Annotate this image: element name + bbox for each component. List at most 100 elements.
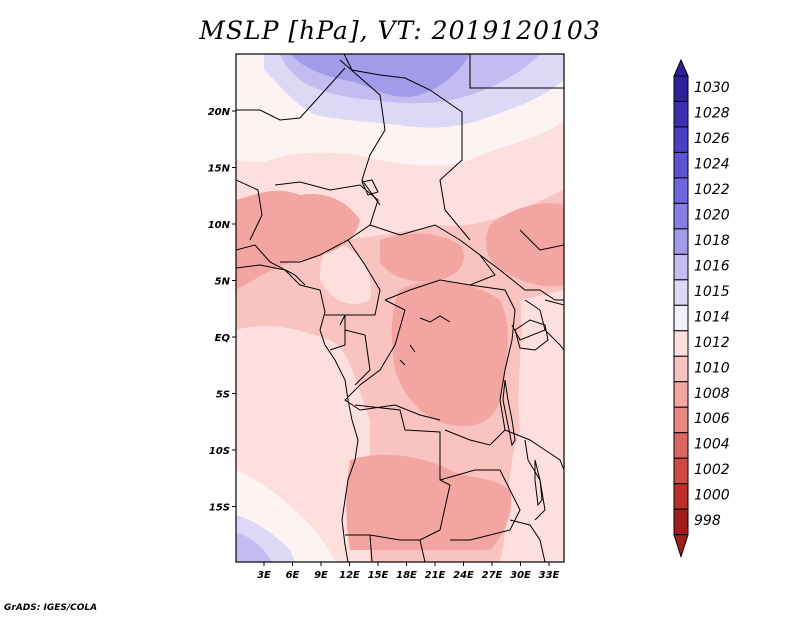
colorbar-label: 1030 bbox=[694, 80, 730, 96]
colorbar-label: 1002 bbox=[694, 462, 730, 478]
colorbar-top-arrow bbox=[673, 58, 689, 77]
colorbar-label: 1018 bbox=[694, 233, 730, 249]
lon-tick-label: 6E bbox=[286, 570, 300, 581]
contour-1008-south bbox=[346, 454, 512, 550]
colorbar-label: 1000 bbox=[694, 488, 730, 504]
border-namibia bbox=[369, 534, 426, 562]
border-niger-chad bbox=[339, 59, 386, 206]
colorbar-segment bbox=[673, 483, 689, 510]
border-zambia bbox=[439, 469, 521, 541]
lat-tick-label: 15N bbox=[208, 164, 231, 175]
colorbar-label: 1028 bbox=[694, 105, 730, 121]
congo-river bbox=[399, 315, 451, 366]
colorbar-label: 1014 bbox=[694, 309, 730, 325]
contour-1008-congo bbox=[391, 281, 508, 427]
colorbar-label: 1010 bbox=[694, 360, 730, 376]
colorbar-bottom-arrow bbox=[673, 534, 689, 559]
border-libya-chad bbox=[343, 54, 471, 241]
colorbar-segment bbox=[673, 457, 689, 485]
contour-1008-east bbox=[485, 203, 564, 287]
colorbar-segment bbox=[673, 406, 689, 434]
border-angola bbox=[345, 404, 451, 541]
lon-tick-label: 3E bbox=[257, 570, 271, 581]
colorbar-label: 1012 bbox=[694, 335, 730, 351]
border-ethiopia bbox=[519, 229, 564, 251]
lat-tick-label: 5S bbox=[216, 390, 230, 401]
border-nigeria bbox=[274, 181, 379, 263]
lat-tick-label: EQ bbox=[215, 333, 231, 344]
colorbar-segment bbox=[673, 100, 689, 128]
colorbar-segment bbox=[673, 126, 689, 153]
colorbar-segment bbox=[673, 151, 689, 179]
colorbar-label: 1024 bbox=[694, 156, 730, 172]
colorbar-segment bbox=[673, 304, 689, 332]
contour-1012-east bbox=[500, 290, 564, 562]
border-congo bbox=[344, 329, 371, 386]
lat-tick-label: 20N bbox=[208, 107, 231, 118]
lon-tick-label: 9E bbox=[314, 570, 328, 581]
colorbar-segment bbox=[673, 202, 689, 230]
lat-tick-label: 10N bbox=[208, 220, 231, 231]
colorbar-segment bbox=[673, 355, 689, 383]
grads-credit: GrADS: IGES/COLA bbox=[4, 603, 98, 613]
country-borders bbox=[236, 54, 564, 562]
colorbar-segment bbox=[673, 381, 689, 408]
lat-tick-label: 10S bbox=[209, 446, 230, 457]
lake-malawi bbox=[534, 459, 543, 507]
lake-victoria bbox=[514, 319, 549, 351]
colorbar-label: 1026 bbox=[694, 131, 730, 147]
colorbar-label: 1020 bbox=[694, 207, 730, 223]
map-title: MSLP [hPa], VT: 2019120103 bbox=[199, 16, 601, 45]
colorbar-label: 1006 bbox=[694, 411, 730, 427]
border-mozambique bbox=[509, 519, 546, 562]
colorbar-label: 998 bbox=[694, 513, 721, 529]
contour-1016-southwest bbox=[236, 532, 272, 562]
contour-1012-center bbox=[320, 240, 371, 304]
lon-tick-label: 15E bbox=[368, 570, 389, 581]
colorbar-segment bbox=[673, 279, 689, 306]
lake-chad bbox=[361, 179, 379, 196]
contour-1008-west-africa bbox=[236, 190, 360, 290]
border-mali bbox=[236, 179, 263, 241]
border-drc-west bbox=[344, 299, 441, 421]
colorbar-segment bbox=[673, 330, 689, 357]
contour-1008-central bbox=[380, 233, 464, 282]
colorbar-label: 1004 bbox=[694, 437, 730, 453]
colorbar-segment bbox=[673, 253, 689, 281]
lat-tick-label: 5N bbox=[215, 277, 231, 288]
coastlines bbox=[236, 179, 549, 562]
lat-tick-label: 15S bbox=[209, 503, 230, 514]
lon-tick-label: 21E bbox=[425, 570, 446, 581]
border-west-coast bbox=[236, 244, 306, 286]
longitude-axis: 3E 6E 9E 12E 15E 18E 21E 24E 27E 30E 33E bbox=[257, 562, 560, 581]
border-sahel bbox=[236, 67, 346, 121]
colorbar-segment bbox=[673, 508, 689, 536]
border-drc-east bbox=[444, 284, 516, 446]
lon-tick-label: 27E bbox=[482, 570, 503, 581]
lon-tick-label: 30E bbox=[510, 570, 531, 581]
colorbar-segment bbox=[673, 228, 689, 255]
colorbar-label: 1015 bbox=[694, 284, 730, 300]
lon-tick-label: 12E bbox=[339, 570, 360, 581]
colorbar-label: 1008 bbox=[694, 386, 730, 402]
coast-gulf-of-guinea bbox=[236, 264, 359, 562]
border-south-sudan bbox=[479, 254, 564, 301]
lake-tanganyika bbox=[502, 379, 516, 447]
lon-tick-label: 18E bbox=[396, 570, 417, 581]
border-car bbox=[369, 224, 496, 301]
colorbar-segment bbox=[673, 75, 689, 102]
border-tanzania bbox=[504, 429, 564, 471]
latitude-axis: 20N 15N 10N 5N EQ 5S 10S 15S bbox=[208, 107, 236, 514]
colorbar-label: 1022 bbox=[694, 182, 730, 198]
lon-tick-label: 33E bbox=[539, 570, 560, 581]
plot-frame bbox=[235, 53, 565, 563]
border-kenya bbox=[544, 299, 564, 351]
colorbar-segment bbox=[673, 432, 689, 459]
colorbar: 1030 1028 1026 1024 1022 1020 1018 1016 1015 1014… bbox=[673, 58, 730, 559]
colorbar-segment bbox=[673, 177, 689, 204]
border-egypt-sudan bbox=[469, 54, 564, 89]
border-cameroon bbox=[339, 239, 381, 326]
lon-tick-label: 24E bbox=[453, 570, 474, 581]
colorbar-label: 1016 bbox=[694, 258, 730, 274]
